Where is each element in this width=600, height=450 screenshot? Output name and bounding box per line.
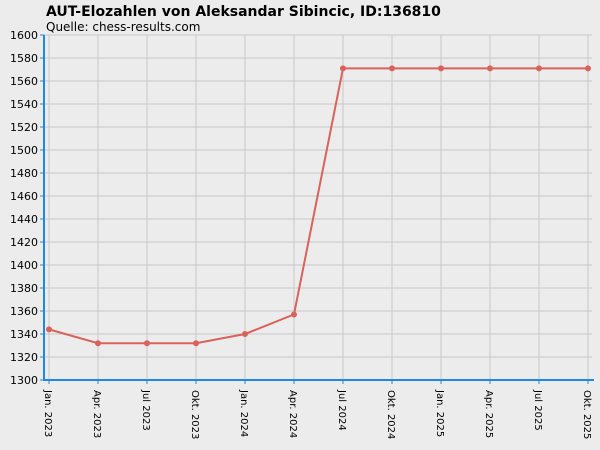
- point: [438, 65, 444, 72]
- point: [585, 65, 591, 72]
- point: [340, 65, 346, 72]
- line: [48, 67, 588, 345]
- point: [46, 326, 52, 333]
- y-tick-label: 1400: [10, 259, 38, 272]
- chart-title: AUT-Elozahlen von Aleksandar Sibincic, I…: [46, 4, 441, 20]
- point: [193, 340, 199, 347]
- y-tick-label: 1340: [10, 328, 38, 341]
- x-tick-label: Jan. 2025: [434, 389, 445, 437]
- x-tick-label: Jul 2023: [140, 389, 151, 431]
- y-tick-label: 1360: [10, 305, 38, 318]
- x-tick-label: Jan. 2023: [42, 389, 53, 437]
- y-tick-label: 1480: [10, 167, 38, 180]
- y-tick-label: 1580: [10, 52, 38, 65]
- y-tick-label: 1380: [10, 282, 38, 295]
- y-tick-label: 1300: [10, 374, 38, 387]
- y-tick-label: 1420: [10, 236, 38, 249]
- y-tick-label: 1520: [10, 121, 38, 134]
- point: [242, 331, 248, 337]
- point: [536, 65, 542, 72]
- y-tick-label: 1320: [10, 351, 38, 364]
- y-tick-label: 1500: [10, 144, 38, 157]
- x-tick-label: Okt. 2023: [189, 390, 200, 439]
- x-tick-label: Apr. 2023: [91, 390, 102, 438]
- point: [487, 65, 493, 72]
- x-tick-label: Jul 2025: [532, 389, 543, 431]
- x-tick-label: Okt. 2025: [581, 390, 592, 439]
- y-tick-label: 1600: [10, 29, 38, 42]
- y-tick-label: 1460: [10, 190, 38, 203]
- y-tick-label: 1540: [10, 98, 38, 111]
- point: [389, 65, 395, 72]
- x-tick-label: Apr. 2024: [287, 390, 298, 438]
- y-tick-label: 1560: [10, 75, 38, 88]
- x-tick-label: Okt. 2024: [385, 390, 396, 439]
- chart-subtitle: Quelle: chess-results.com: [46, 20, 200, 34]
- x-tick-label: Jul 2024: [336, 389, 347, 431]
- y-tick-label: 1440: [10, 213, 38, 226]
- x-tick-label: Jan. 2024: [238, 389, 249, 437]
- point: [291, 311, 297, 318]
- point: [144, 340, 150, 347]
- x-tick-label: Apr. 2025: [483, 390, 494, 438]
- point: [95, 340, 101, 347]
